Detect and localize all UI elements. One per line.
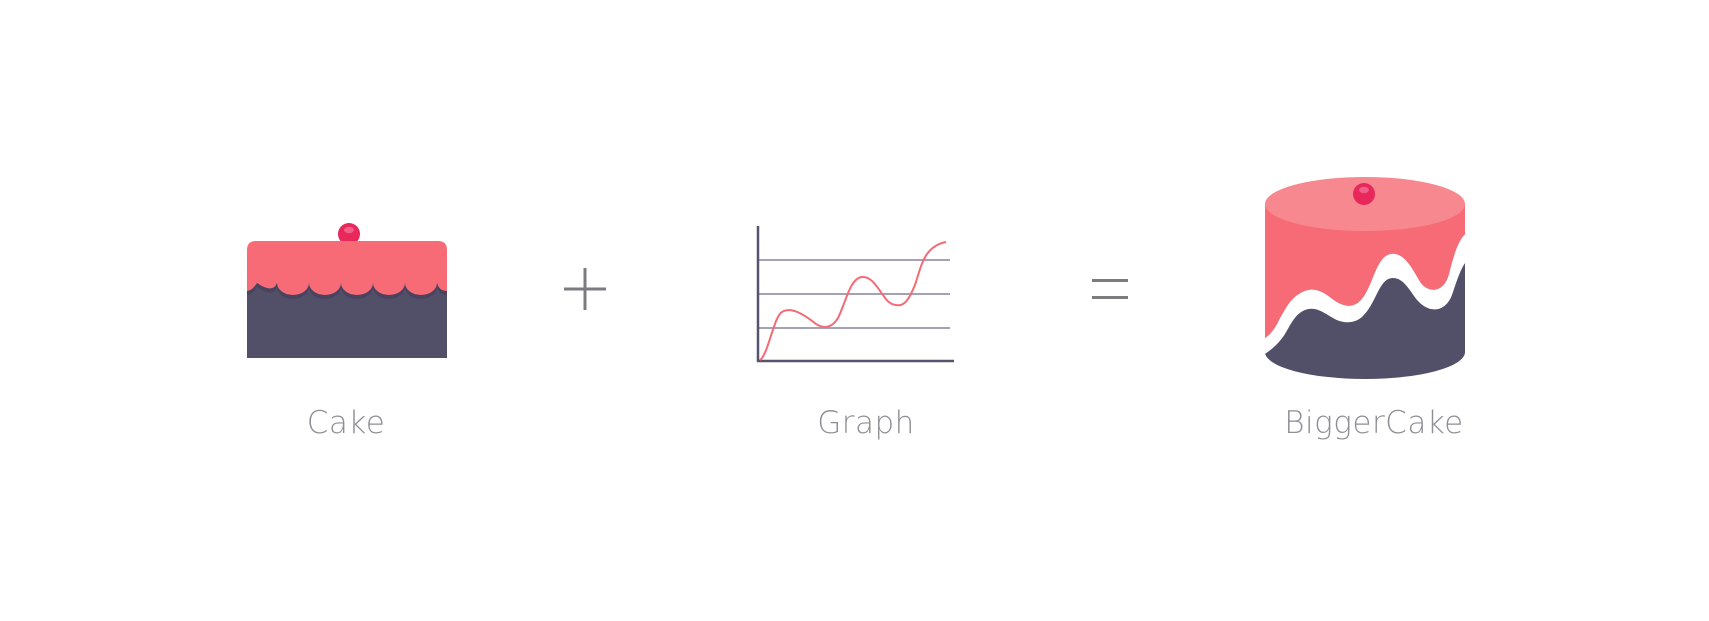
graph-label: Graph bbox=[817, 405, 915, 441]
graph-icon bbox=[756, 226, 954, 363]
plus-icon bbox=[564, 268, 606, 310]
cake-icon bbox=[247, 223, 447, 358]
bigger-cake-icon bbox=[1265, 177, 1465, 379]
cake-label: Cake bbox=[306, 405, 386, 441]
graph-line bbox=[759, 241, 947, 361]
cherry-icon bbox=[338, 223, 360, 245]
cake-frosting bbox=[247, 241, 447, 295]
cherry-icon bbox=[1353, 183, 1375, 205]
bigger-cake-label: BiggerCake bbox=[1284, 405, 1464, 441]
equals-icon bbox=[1092, 279, 1128, 299]
